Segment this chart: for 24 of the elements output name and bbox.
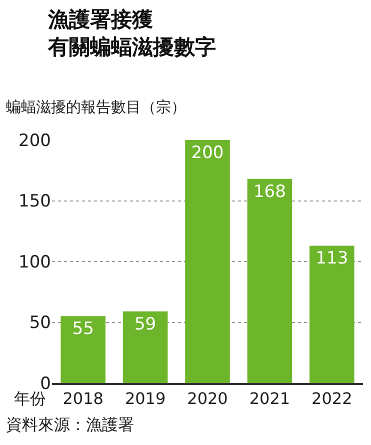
bar xyxy=(60,316,106,383)
y-axis-title: 蝙蝠滋擾的報告數目（宗） xyxy=(6,98,186,116)
y-tick-label: 200 xyxy=(18,130,51,151)
x-tick-label: 2020 xyxy=(187,388,228,408)
x-tick-label: 2019 xyxy=(124,388,166,408)
source-note: 資料來源：漁護署 xyxy=(6,415,134,434)
data-label: 59 xyxy=(134,314,156,334)
chart-title: 漁護署接獲 xyxy=(47,8,154,32)
data-label: 200 xyxy=(191,143,224,163)
y-tick-label: 150 xyxy=(18,192,51,212)
y-tick-label: 50 xyxy=(29,313,51,334)
data-label: 113 xyxy=(316,248,348,269)
x-tick-label: 2022 xyxy=(312,388,352,408)
chart-subtitle: 有關蝙蝠滋擾數字 xyxy=(47,35,216,59)
bar xyxy=(185,140,230,383)
bar xyxy=(247,178,292,383)
bar xyxy=(310,246,354,383)
x-tick-label: 2021 xyxy=(249,388,290,408)
data-label: 55 xyxy=(72,319,94,340)
x-tick-label: 2018 xyxy=(62,388,104,408)
data-label: 168 xyxy=(253,182,286,202)
x-axis-title: 年份 xyxy=(14,389,46,408)
bar xyxy=(122,311,168,383)
y-tick-label: 100 xyxy=(18,252,51,272)
